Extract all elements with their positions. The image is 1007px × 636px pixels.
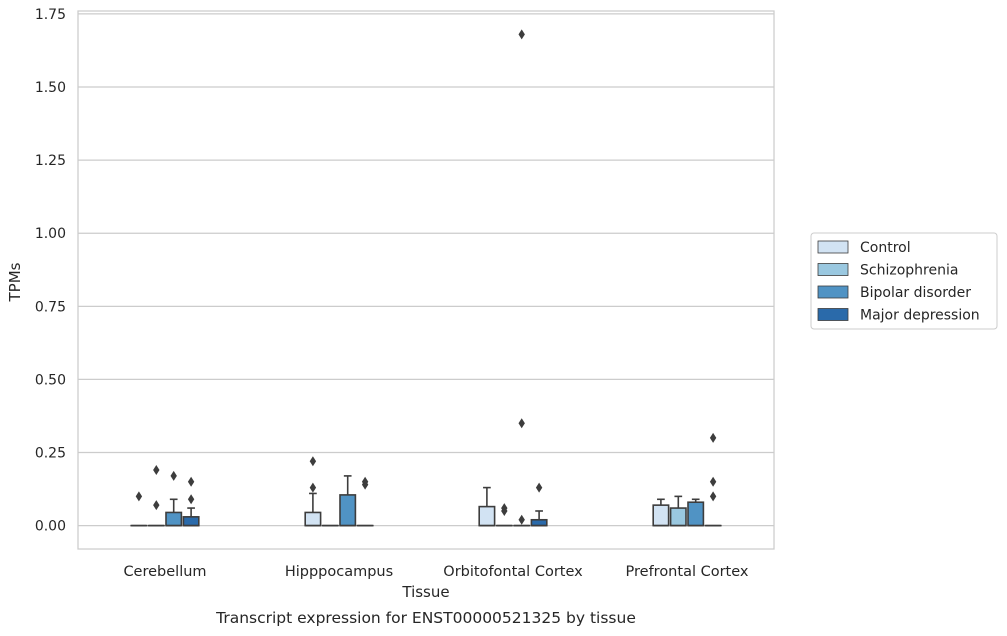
- y-axis-label: TPMs: [6, 262, 24, 302]
- box: [304, 511, 322, 527]
- legend-items: Control Schizophrenia Bipolar disorder Majo…: [817, 240, 980, 324]
- box: [339, 494, 357, 527]
- outlier-point: [153, 500, 160, 511]
- legend-swatch: [817, 285, 849, 299]
- x-tick-label: Cerebellum: [123, 564, 206, 580]
- outlier-point: [535, 482, 543, 493]
- box: [182, 516, 200, 527]
- outlier-point: [187, 494, 195, 505]
- x-tick-label: Hipppocampus: [285, 564, 393, 580]
- y-tick-label: 0.25: [35, 446, 66, 462]
- legend-swatch: [817, 240, 849, 254]
- outlier-point: [135, 491, 143, 502]
- x-tick-label: Prefrontal Cortex: [626, 564, 749, 580]
- legend-label: Schizophrenia: [860, 263, 958, 279]
- outlier-point: [309, 456, 317, 467]
- legend-swatch: [817, 308, 849, 321]
- boxes: [130, 29, 722, 527]
- y-tick-label: 0.75: [35, 299, 66, 315]
- outlier-point: [187, 476, 195, 487]
- outlier-point: [709, 476, 717, 487]
- x-tick-labels: Cerebellum Hipppocampus Orbitofontal Corte…: [123, 564, 748, 580]
- outlier-point: [153, 465, 160, 476]
- legend-swatch: [817, 263, 849, 276]
- outlier-point: [501, 503, 508, 514]
- outlier-point: [309, 482, 317, 493]
- y-tick-label: 0.00: [35, 519, 66, 535]
- box: [165, 511, 183, 527]
- outlier-point: [170, 470, 177, 481]
- legend-frame: [810, 232, 998, 330]
- box: [530, 518, 548, 527]
- legend-label: Bipolar disorder: [860, 285, 971, 301]
- y-tick-label: 1.75: [35, 7, 66, 23]
- x-axis-label: Tissue: [401, 583, 449, 601]
- outlier-point: [709, 432, 717, 443]
- chart-caption: Transcript expression for ENST0000052132…: [215, 609, 636, 627]
- outlier-point: [518, 29, 525, 40]
- box: [687, 501, 705, 527]
- plot-frame: [77, 10, 775, 550]
- y-tick-label: 1.00: [35, 226, 66, 242]
- box: [478, 505, 496, 527]
- y-tick-label: 0.50: [35, 372, 66, 388]
- legend-label: Major depression: [860, 308, 980, 324]
- y-tick-labels: 0.00 0.25 0.50 0.75 1.00 1.25 1.50 1.75: [35, 7, 66, 535]
- outlier-point: [518, 514, 525, 525]
- box: [669, 507, 687, 527]
- outlier-point: [709, 491, 717, 502]
- legend: Control Schizophrenia Bipolar disorder Majo…: [810, 232, 998, 330]
- outlier-point: [361, 476, 369, 487]
- outlier-point: [518, 418, 525, 429]
- grid-lines: [78, 13, 774, 527]
- x-tick-label: Orbitofontal Cortex: [443, 564, 583, 580]
- legend-label: Control: [860, 240, 911, 256]
- y-tick-label: 1.50: [35, 80, 66, 96]
- box: [652, 504, 670, 527]
- y-tick-label: 1.25: [35, 153, 66, 169]
